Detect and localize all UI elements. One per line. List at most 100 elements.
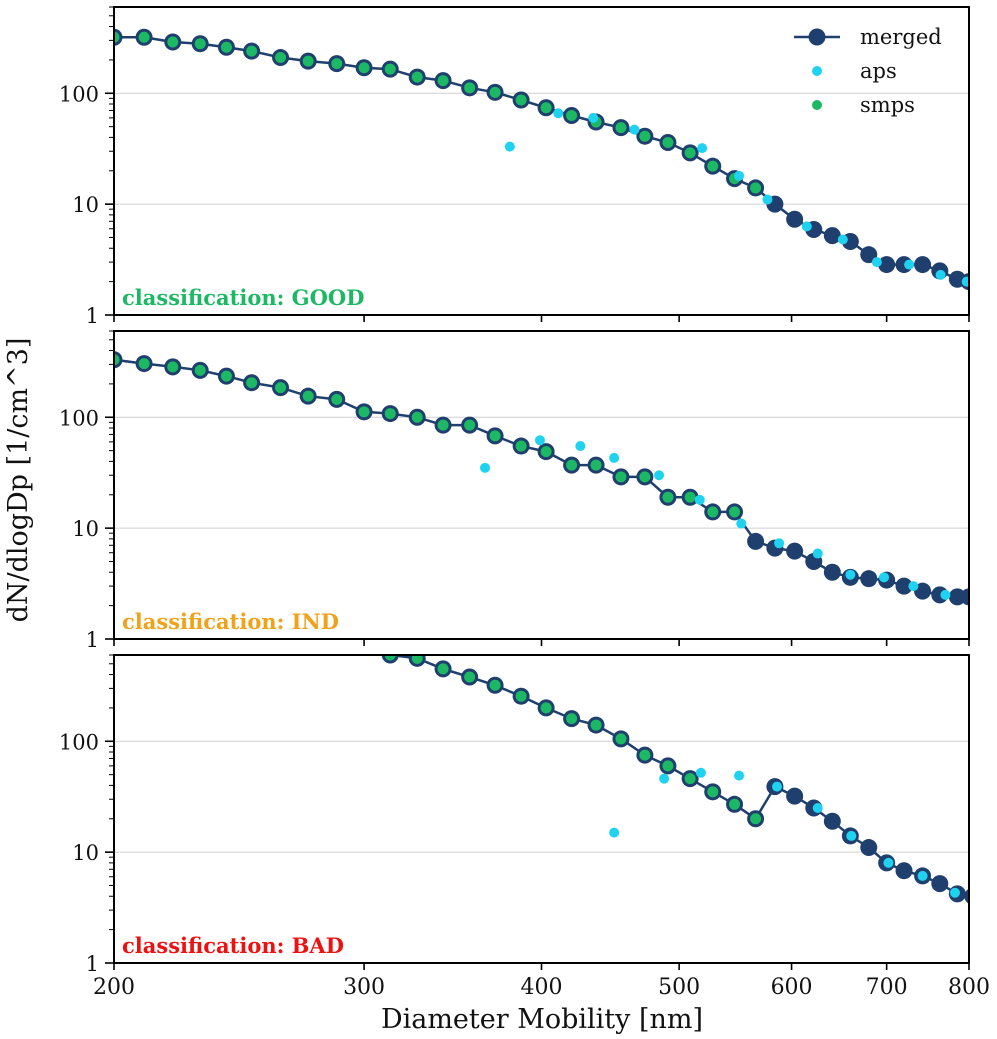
y-tick-label: 1: [86, 952, 99, 976]
merged-point: [823, 812, 841, 830]
smps-point: [750, 813, 762, 825]
aps-point: [904, 259, 915, 270]
smps-point: [275, 52, 287, 64]
aps-point: [812, 548, 823, 559]
smps-point: [220, 41, 232, 53]
smps-point: [615, 733, 627, 745]
smps-point: [639, 471, 651, 483]
aps-point: [878, 572, 889, 583]
smps-point: [464, 82, 476, 94]
smps-point: [114, 31, 120, 43]
merged-point: [960, 588, 969, 606]
merged-point: [895, 862, 913, 880]
smps-point: [540, 702, 552, 714]
aps-point: [846, 830, 857, 841]
smps-point: [138, 358, 150, 370]
x-axis-label: Diameter Mobility [nm]: [381, 1004, 703, 1035]
smps-point: [684, 773, 696, 785]
smps-point: [684, 491, 696, 503]
merged-point: [983, 884, 997, 901]
aps-point: [908, 581, 919, 592]
smps-point: [615, 471, 627, 483]
smps-point: [639, 749, 651, 761]
smps-point: [246, 45, 258, 57]
merged-point: [823, 563, 841, 581]
legend-entry-merged: merged: [794, 25, 942, 49]
panel-frame: [113, 6, 970, 316]
x-tick-label: 700: [866, 975, 908, 1000]
merged-point: [747, 532, 765, 550]
smps-point: [489, 86, 501, 98]
merged-point: [948, 588, 966, 606]
smps-point: [515, 440, 527, 452]
aps-point: [534, 435, 545, 446]
y-tick-label: 1: [86, 628, 99, 652]
smps-point: [331, 393, 343, 405]
smps-point: [358, 406, 370, 418]
x-tick-label: 500: [658, 975, 700, 1000]
plot-area: [114, 28, 969, 291]
aps-point: [801, 221, 812, 232]
aps-point: [695, 767, 706, 778]
x-tick-label: 300: [343, 975, 385, 1000]
aps-point: [917, 870, 928, 881]
smps-point: [464, 671, 476, 683]
y-tick-label: 10: [72, 841, 99, 865]
smps-point: [437, 75, 449, 87]
merged-point: [931, 875, 949, 893]
aps-point: [697, 143, 708, 154]
smps-point: [331, 58, 343, 70]
aps-point: [480, 462, 491, 473]
aps-point: [504, 141, 515, 152]
aps-point: [812, 803, 823, 814]
smps-point: [489, 679, 501, 691]
legend-marker: [812, 100, 822, 110]
panel-bad: 1 10 100 classification: BAD: [59, 654, 997, 976]
aps-point: [659, 773, 670, 784]
aps-point: [837, 234, 848, 245]
aps-point: [762, 194, 773, 205]
smps-point: [220, 370, 232, 382]
y-tick-label: 100: [59, 82, 99, 106]
legend-entry-aps: aps: [812, 59, 897, 83]
smps-point: [515, 690, 527, 702]
smps-point: [662, 136, 674, 148]
classification-label: classification: BAD: [122, 933, 344, 958]
y-axis-label: dN/dlogDp [1/cm^3]: [3, 338, 34, 623]
merged-point: [786, 210, 804, 228]
plot-area: [114, 351, 969, 606]
smps-point: [515, 94, 527, 106]
smps-point: [114, 354, 120, 366]
smps-point: [707, 506, 719, 518]
smps-point: [275, 382, 287, 394]
smps-point: [384, 655, 396, 661]
merged-point: [786, 542, 804, 560]
smps-point: [194, 364, 206, 376]
smps-point: [437, 419, 449, 431]
smps-point: [246, 377, 258, 389]
x-tick-label: 200: [93, 975, 135, 1000]
aps-point: [609, 452, 620, 463]
aps-point: [961, 276, 969, 287]
aps-point: [949, 887, 960, 898]
smps-point: [464, 419, 476, 431]
smps-point: [615, 122, 627, 134]
y-tick-label: 10: [72, 193, 99, 217]
classification-label: classification: IND: [122, 609, 339, 634]
merged-line: [114, 358, 969, 599]
aps-point: [575, 441, 586, 452]
legend-entry-smps: smps: [812, 93, 915, 117]
legend-marker: [808, 28, 826, 46]
classification-label: classification: GOOD: [122, 285, 364, 310]
panels: 1 10 100 classification: GOOD 1 10 100 classifi…: [59, 6, 997, 976]
legend-marker: [812, 66, 822, 76]
aps-point: [774, 538, 785, 549]
aps-point: [772, 781, 783, 792]
smps-point: [590, 459, 602, 471]
legend-label: aps: [860, 59, 897, 83]
aps-point: [609, 827, 620, 838]
aps-point: [736, 518, 747, 529]
plot-area: [381, 655, 997, 904]
smps-point: [540, 446, 552, 458]
aps-point: [694, 494, 705, 505]
